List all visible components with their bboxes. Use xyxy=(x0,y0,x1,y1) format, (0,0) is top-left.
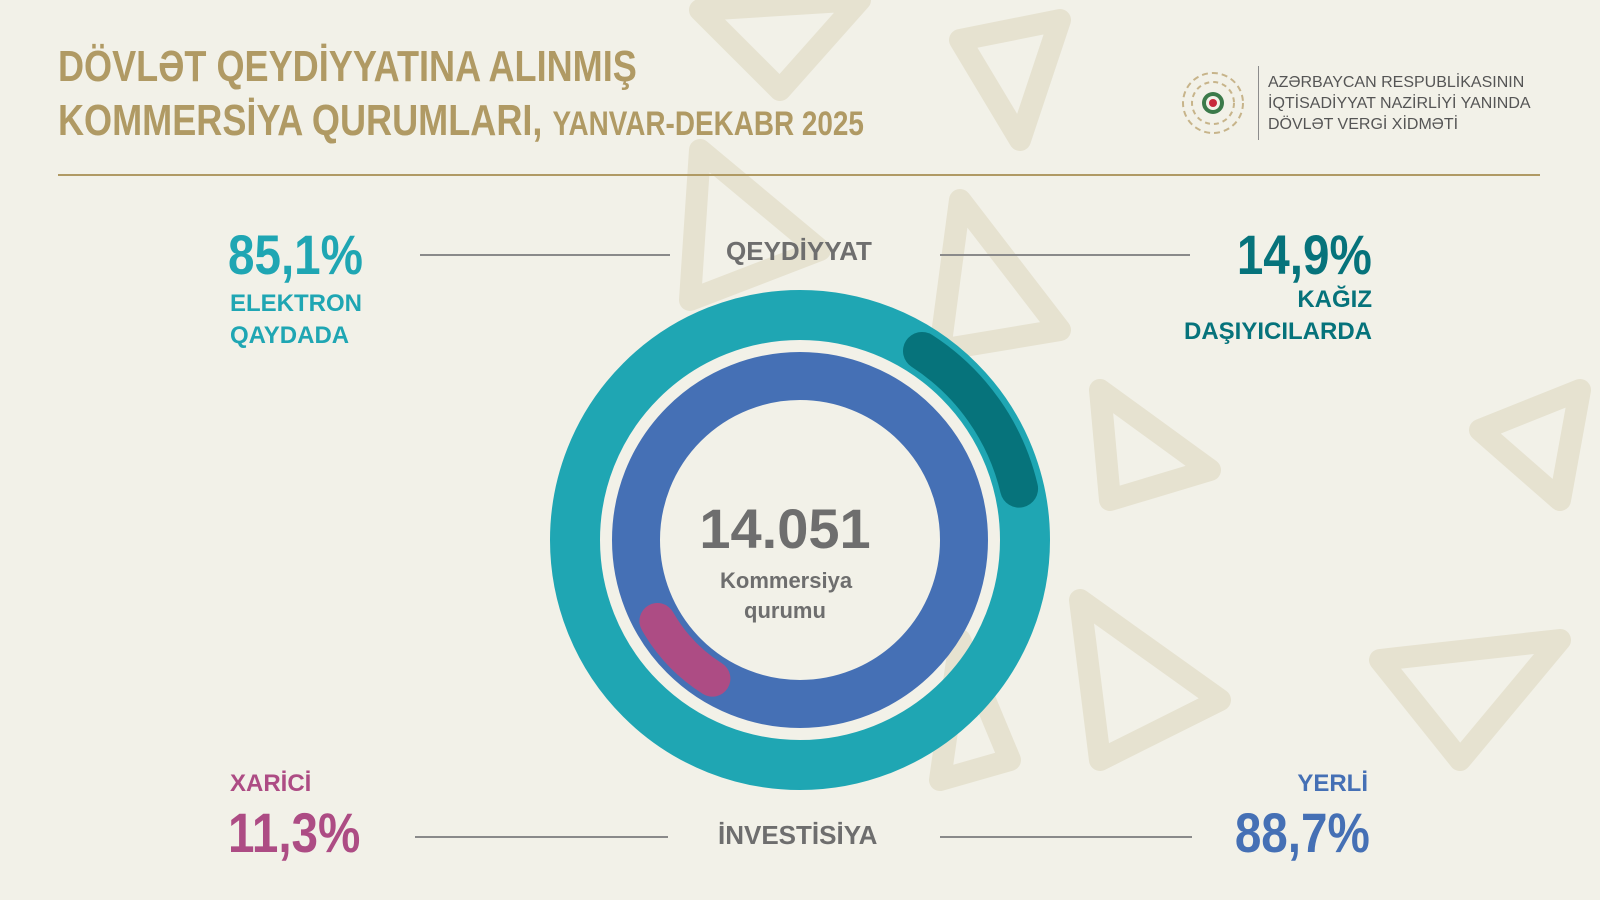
paper-label: KAĞIZ DAŞIYICILARDA xyxy=(1183,286,1372,345)
slice-kağiz-daşiyicilarda xyxy=(903,331,1039,508)
emblem-logo-icon xyxy=(1182,72,1244,134)
local-label: YERLİ xyxy=(1297,770,1368,797)
registration-category: QEYDİYYAT xyxy=(726,236,872,266)
electronic-percent: 85,1% xyxy=(228,223,363,286)
investment-category: İNVESTİSİYA xyxy=(718,820,878,850)
total-count: 14.051 xyxy=(699,497,871,560)
connector-line xyxy=(420,254,670,256)
org-line1: AZƏRBAYCAN RESPUBLİKASININ xyxy=(1268,74,1525,91)
electronic-label: ELEKTRON QAYDADA xyxy=(230,290,362,349)
title-period: YANVAR-DEKABR 2025 xyxy=(552,105,864,143)
slice-elektron-qaydada xyxy=(550,290,1050,790)
header-divider xyxy=(58,174,1540,176)
title-line2: KOMMERSİYA QURUMLARI, xyxy=(58,96,543,145)
connector-line xyxy=(415,836,668,838)
foreign-percent: 11,3% xyxy=(228,801,361,864)
connector-line xyxy=(940,836,1192,838)
logo-divider xyxy=(1258,66,1259,140)
organization-name: AZƏRBAYCAN RESPUBLİKASININ İQTİSADİYYAT … xyxy=(1268,72,1531,135)
total-label: Kommersiya qurumu xyxy=(720,568,853,623)
slice-yerli̇ xyxy=(612,352,988,728)
title-line1: DÖVLƏT QEYDİYYATINA ALINMIŞ xyxy=(58,42,637,91)
page-title: DÖVLƏT QEYDİYYATINA ALINMIŞ KOMMERSİYA Q… xyxy=(58,40,864,151)
paper-percent: 14,9% xyxy=(1237,223,1372,286)
local-percent: 88,7% xyxy=(1235,801,1370,864)
connector-line xyxy=(940,254,1190,256)
slice-xari̇ci̇ xyxy=(639,603,731,697)
org-line2: İQTİSADİYYAT NAZİRLİYİ YANINDA xyxy=(1268,95,1531,112)
org-line3: DÖVLƏT VERGİ XİDMƏTİ xyxy=(1268,116,1459,133)
foreign-label: XARİCİ xyxy=(230,770,312,797)
